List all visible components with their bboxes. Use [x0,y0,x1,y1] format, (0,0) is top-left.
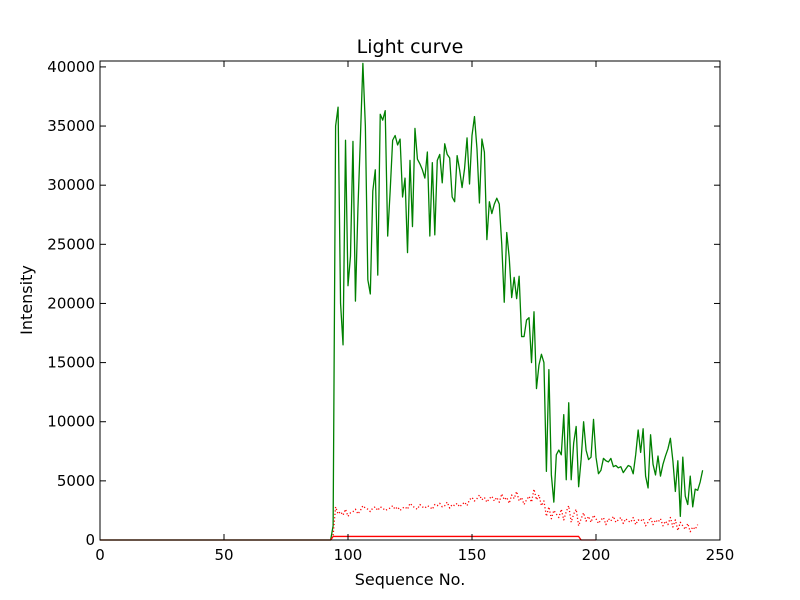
x-tick-label: 250 [706,546,735,564]
y-tick-label: 25000 [47,235,95,253]
x-axis-label: Sequence No. [355,570,466,589]
series-line-3 [332,488,699,536]
y-tick-label: 15000 [47,354,95,372]
y-axis: 0 5000 10000 15000 20000 25000 30000 35000 40000 [47,58,720,549]
y-tick-label: 5000 [57,472,95,490]
y-tick-label: 10000 [47,413,95,431]
x-tick-label: 0 [95,546,105,564]
x-tick-label: 100 [334,546,363,564]
x-tick-label: 150 [458,546,487,564]
y-tick-label: 35000 [47,117,95,135]
y-axis-label: Intensity [17,265,36,335]
x-tick-label: 50 [214,546,233,564]
y-tick-label: 20000 [47,294,95,312]
x-axis: 0 50 100 150 200 250 [95,61,734,564]
plot-frame [99,60,721,541]
y-tick-label: 0 [85,531,95,549]
series-line-1 [100,62,704,541]
chart-title: Light curve [357,36,464,58]
y-tick-label: 30000 [47,176,95,194]
x-tick-label: 200 [582,546,611,564]
series-group [100,62,704,541]
y-tick-label: 40000 [47,58,95,76]
